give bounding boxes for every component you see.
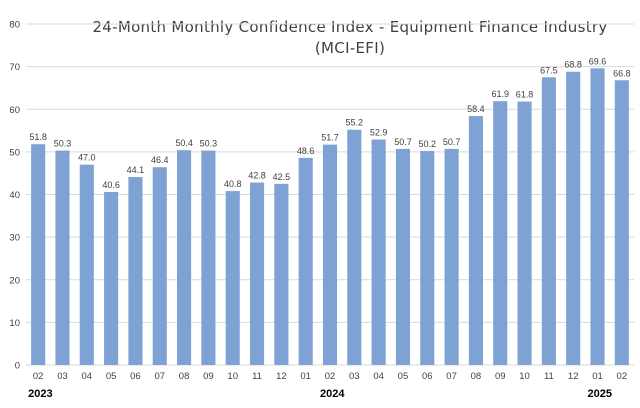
bar [420,151,435,365]
x-tick-label: 07 [154,371,165,382]
data-label: 48.6 [297,146,315,156]
data-label: 50.3 [54,139,72,149]
bar [347,129,362,365]
y-tick-label: 30 [9,233,20,244]
bar [590,68,605,365]
bar [517,101,532,365]
data-label: 50.3 [200,139,218,149]
bar [298,157,313,365]
chart-title-line-2: (MCI-EFI) [314,39,386,57]
x-tick-label: 06 [130,371,141,382]
bar [493,101,508,366]
data-label: 66.8 [613,68,631,78]
data-label: 51.7 [321,133,339,143]
data-label: 46.4 [151,155,169,165]
x-tick-label: 12 [276,371,287,382]
x-tick-label: 10 [227,371,238,382]
bar [128,177,143,365]
data-label: 68.8 [564,60,582,70]
year-label: 2024 [320,388,345,400]
x-tick-label: 02 [33,371,44,382]
x-tick-label: 06 [422,371,433,382]
x-tick-label: 02 [325,371,336,382]
data-label: 67.5 [540,65,558,75]
x-tick-label: 09 [495,371,506,382]
bar [249,182,265,365]
bar [444,148,459,365]
year-label: 2025 [587,388,612,400]
chart-title-line-1: 24-Month Monthly Confidence Index - Equi… [92,18,608,36]
bar [225,191,240,365]
x-tick-label: 10 [519,371,530,382]
data-label: 44.1 [127,165,145,175]
x-tick-label: 04 [82,371,93,382]
x-tick-label: 05 [398,371,409,382]
y-tick-label: 0 [15,361,20,372]
bar [371,139,386,365]
y-tick-label: 50 [9,147,20,158]
data-label: 55.2 [346,118,364,128]
x-tick-label: 01 [300,371,311,382]
x-tick-label: 09 [203,371,214,382]
data-label: 50.2 [419,139,437,149]
data-label: 50.7 [394,137,412,147]
bar [395,148,411,365]
data-label: 50.7 [443,137,461,147]
y-tick-label: 80 [9,20,20,31]
x-tick-label: 07 [446,371,457,382]
y-tick-label: 60 [9,105,20,116]
data-label: 42.5 [273,172,291,182]
x-tick-label: 04 [373,371,384,382]
data-label: 61.8 [516,90,534,100]
data-label: 52.9 [370,128,388,138]
data-label: 69.6 [589,56,607,66]
year-label: 2023 [28,388,53,400]
x-tick-label: 03 [349,371,360,382]
data-label: 40.8 [224,179,242,189]
bar [104,191,119,365]
data-label: 58.4 [467,104,485,114]
bar [152,167,167,365]
data-label: 50.4 [175,138,193,148]
bar [201,150,216,365]
bar [55,150,70,365]
x-tick-label: 01 [592,371,603,382]
bar [79,164,94,365]
bar [177,150,192,365]
data-label: 61.9 [491,89,509,99]
x-tick-label: 11 [544,371,554,382]
x-tick-label: 02 [617,371,628,382]
x-tick-label: 05 [106,371,117,382]
x-tick-label: 08 [179,371,190,382]
y-tick-label: 10 [9,318,20,329]
bar [614,80,629,365]
bar [541,77,556,365]
bar [31,144,46,365]
data-label: 51.8 [29,132,47,142]
bar [468,116,483,365]
data-label: 42.8 [248,171,266,181]
y-tick-label: 70 [9,62,20,73]
data-label: 47.0 [78,153,96,163]
y-tick-label: 20 [9,275,20,286]
x-tick-label: 08 [471,371,482,382]
x-tick-label: 12 [568,371,579,382]
bar [322,144,338,365]
data-label: 40.6 [102,180,120,190]
bar [274,183,289,365]
x-tick-label: 03 [57,371,68,382]
x-tick-label: 11 [252,371,262,382]
y-tick-label: 40 [9,190,20,201]
bar [566,71,581,366]
